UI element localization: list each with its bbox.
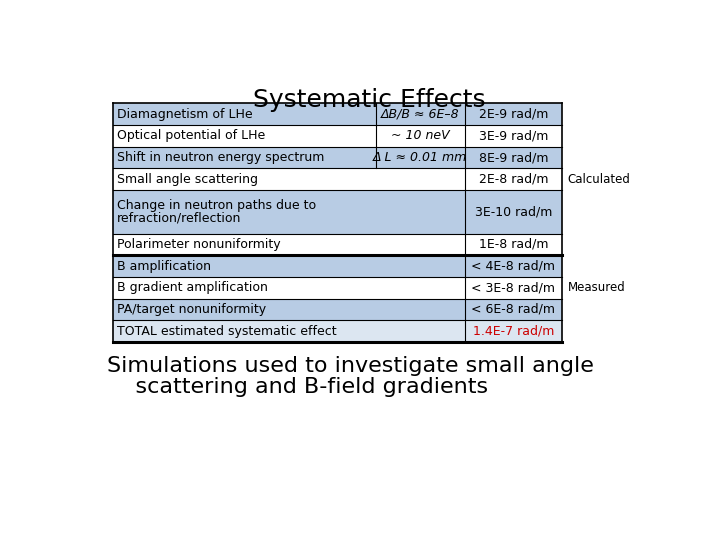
Text: Polarimeter nonuniformity: Polarimeter nonuniformity xyxy=(117,238,281,251)
Text: Calculated: Calculated xyxy=(567,173,631,186)
Bar xyxy=(113,147,562,168)
Text: < 6E-8 rad/m: < 6E-8 rad/m xyxy=(472,303,555,316)
Text: < 3E-8 rad/m: < 3E-8 rad/m xyxy=(472,281,555,294)
Text: TOTAL estimated systematic effect: TOTAL estimated systematic effect xyxy=(117,325,337,338)
Text: 2E-9 rad/m: 2E-9 rad/m xyxy=(479,107,548,120)
Text: 3E-9 rad/m: 3E-9 rad/m xyxy=(479,130,548,143)
Text: 3E-10 rad/m: 3E-10 rad/m xyxy=(474,205,552,218)
Bar xyxy=(113,168,562,190)
Text: scattering and B-field gradients: scattering and B-field gradients xyxy=(107,377,488,397)
Text: Change in neutron paths due to: Change in neutron paths due to xyxy=(117,199,316,212)
Bar xyxy=(113,277,562,299)
Text: Shift in neutron energy spectrum: Shift in neutron energy spectrum xyxy=(117,151,325,164)
Text: Small angle scattering: Small angle scattering xyxy=(117,173,258,186)
Bar xyxy=(113,125,562,147)
Text: 1.4E-7 rad/m: 1.4E-7 rad/m xyxy=(472,325,554,338)
Bar xyxy=(113,320,562,342)
Bar xyxy=(113,103,562,125)
Bar xyxy=(113,255,562,277)
Text: < 4E-8 rad/m: < 4E-8 rad/m xyxy=(472,260,555,273)
Text: Simulations used to investigate small angle: Simulations used to investigate small an… xyxy=(107,356,594,376)
Bar xyxy=(113,190,562,233)
Text: B amplification: B amplification xyxy=(117,260,211,273)
Bar xyxy=(113,233,562,255)
Text: refraction/reflection: refraction/reflection xyxy=(117,211,242,225)
Text: ~ 10 neV: ~ 10 neV xyxy=(391,130,450,143)
Text: Δ L ≈ 0.01 mm: Δ L ≈ 0.01 mm xyxy=(373,151,467,164)
Text: ΔB/B ≈ 6E–8: ΔB/B ≈ 6E–8 xyxy=(381,107,459,120)
Bar xyxy=(113,299,562,320)
Text: 1E-8 rad/m: 1E-8 rad/m xyxy=(479,238,548,251)
Text: B gradient amplification: B gradient amplification xyxy=(117,281,268,294)
Text: 8E-9 rad/m: 8E-9 rad/m xyxy=(479,151,548,164)
Text: Systematic Effects: Systematic Effects xyxy=(253,88,485,112)
Text: Optical potential of LHe: Optical potential of LHe xyxy=(117,130,266,143)
Text: 2E-8 rad/m: 2E-8 rad/m xyxy=(479,173,548,186)
Text: Measured: Measured xyxy=(567,281,626,294)
Text: Diamagnetism of LHe: Diamagnetism of LHe xyxy=(117,107,253,120)
Text: PA/target nonuniformity: PA/target nonuniformity xyxy=(117,303,266,316)
